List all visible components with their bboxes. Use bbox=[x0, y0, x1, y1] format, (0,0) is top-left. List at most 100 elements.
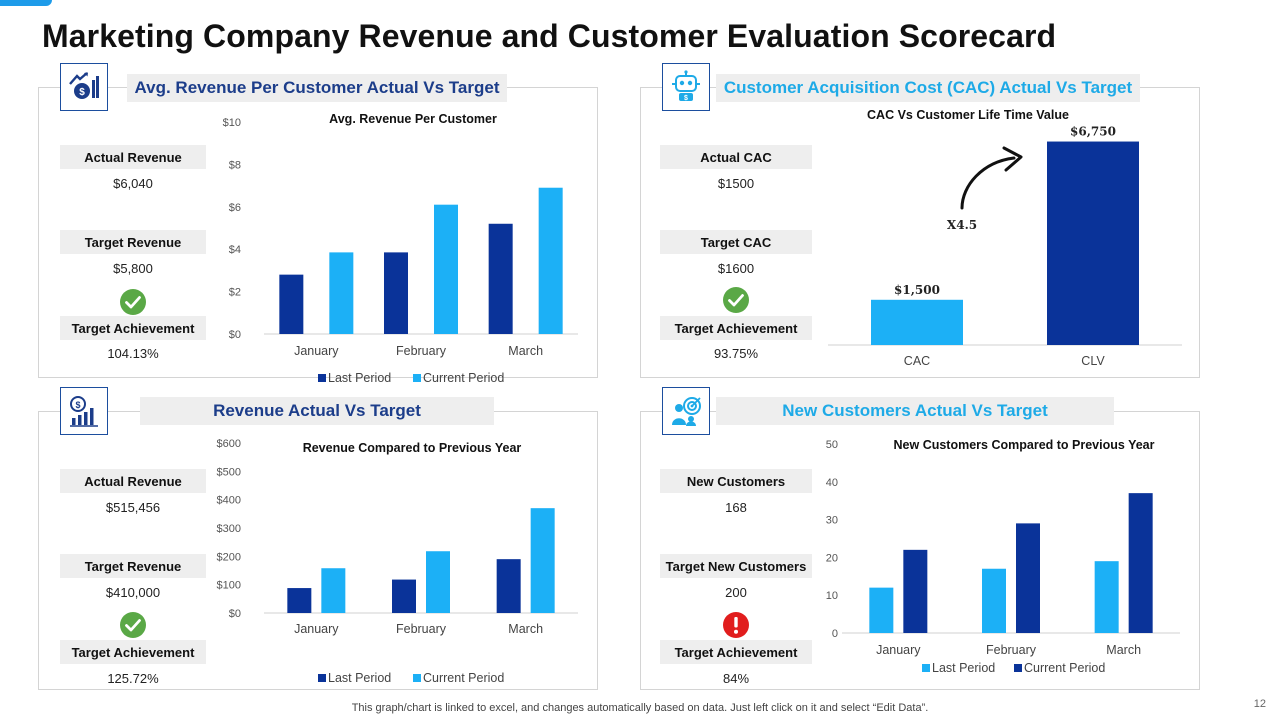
legend-swatch bbox=[318, 674, 326, 682]
y-tick-label: $400 bbox=[217, 495, 241, 507]
legend-swatch bbox=[922, 664, 930, 672]
footer-note: This graph/chart is linked to excel, and… bbox=[351, 702, 929, 714]
y-tick-label: $10 bbox=[223, 117, 241, 129]
svg-text:$: $ bbox=[75, 400, 80, 410]
cac-achievement-label: Target Achievement bbox=[660, 316, 812, 340]
bar-clv bbox=[1047, 141, 1139, 345]
revenue-chart: $0 $100 $200 $300 $400 $500 $600 Revenue Compar… bbox=[217, 438, 578, 685]
x-tick-label: January bbox=[876, 643, 921, 657]
bar-current-period bbox=[329, 252, 354, 334]
cac-target-value: $1600 bbox=[717, 261, 755, 276]
arpc-actual-value: $6,040 bbox=[113, 176, 153, 191]
cac-actual-label: Actual CAC bbox=[660, 145, 812, 169]
x-tick-label: January bbox=[294, 622, 339, 636]
x-tick-label: March bbox=[508, 344, 543, 358]
revenue-chart-icon: $ bbox=[60, 387, 108, 435]
corner-accent bbox=[0, 0, 52, 6]
bar-current-period bbox=[321, 568, 346, 613]
bar-last-period bbox=[384, 252, 408, 334]
curved-arrow-icon bbox=[960, 156, 1016, 210]
bar-current-period bbox=[530, 508, 555, 613]
newcust-target-value: 200 bbox=[725, 585, 747, 600]
bar-current-period bbox=[1128, 493, 1153, 633]
chart-title: Avg. Revenue Per Customer bbox=[329, 112, 497, 126]
bar-last-period bbox=[488, 223, 513, 334]
arpc-target-value: $5,800 bbox=[113, 261, 153, 276]
y-tick-label: $6 bbox=[229, 202, 241, 214]
revenue-achievement-value: 125.72% bbox=[107, 671, 159, 686]
y-tick-label: $300 bbox=[217, 523, 241, 535]
bar-current-period bbox=[1016, 523, 1040, 633]
y-tick-label: $0 bbox=[229, 608, 241, 620]
bar-last-period bbox=[496, 559, 521, 613]
legend-label: Last Period bbox=[932, 661, 995, 675]
chart-title: CAC Vs Customer Life Time Value bbox=[867, 108, 1069, 122]
arpc-header: Avg. Revenue Per Customer Actual Vs Targ… bbox=[127, 74, 507, 102]
legend-label: Last Period bbox=[328, 371, 391, 385]
y-tick-label: 10 bbox=[826, 590, 838, 602]
cac-actual-value: $1500 bbox=[717, 176, 755, 191]
bar-current-period bbox=[903, 549, 928, 633]
y-tick-label: 30 bbox=[826, 515, 838, 527]
cac-header: Customer Acquisition Cost (CAC) Actual V… bbox=[716, 74, 1140, 102]
chart-title: New Customers Compared to Previous Year bbox=[894, 438, 1155, 452]
legend-swatch bbox=[318, 374, 326, 382]
arpc-achievement-label: Target Achievement bbox=[60, 316, 206, 340]
bar-last-period bbox=[392, 579, 416, 613]
y-tick-label: 0 bbox=[832, 628, 838, 640]
y-tick-label: $200 bbox=[217, 551, 241, 563]
y-tick-label: $4 bbox=[229, 244, 241, 256]
arpc-target-label: Target Revenue bbox=[60, 230, 206, 254]
legend-label: Last Period bbox=[328, 671, 391, 685]
check-circle-icon bbox=[120, 612, 146, 638]
y-tick-label: $8 bbox=[229, 159, 241, 171]
bar-cac bbox=[871, 299, 963, 345]
arrow-head-icon bbox=[1002, 146, 1023, 172]
bar-current-period bbox=[538, 187, 563, 334]
bar-last-period bbox=[1094, 561, 1119, 633]
y-tick-label: 20 bbox=[826, 552, 838, 564]
revenue-achievement-label: Target Achievement bbox=[60, 640, 206, 664]
x-tick-label: February bbox=[396, 622, 447, 636]
newcust-actual-label: New Customers bbox=[660, 469, 812, 493]
arpc-chart: $0 $2 $4 $6 $8 $10 Avg. Revenue Per Customer Ja… bbox=[223, 112, 578, 385]
revenue-target-label: Target Revenue bbox=[60, 554, 206, 578]
check-circle-icon bbox=[723, 287, 749, 313]
y-tick-label: $2 bbox=[229, 287, 241, 299]
x-tick-label: CLV bbox=[1081, 354, 1105, 368]
revenue-growth-icon: $ bbox=[60, 63, 108, 111]
data-label: $1,500 bbox=[894, 283, 940, 297]
x-tick-label: February bbox=[396, 344, 447, 358]
check-circle-icon bbox=[120, 289, 146, 315]
legend-swatch bbox=[413, 374, 421, 382]
revenue-actual-value: $515,456 bbox=[105, 500, 161, 515]
x-tick-label: CAC bbox=[904, 354, 930, 368]
x-tick-label: January bbox=[294, 344, 339, 358]
svg-text:$: $ bbox=[79, 87, 85, 98]
page-title: Marketing Company Revenue and Customer E… bbox=[42, 18, 1057, 54]
robot-icon: $ bbox=[662, 63, 710, 111]
cac-target-label: Target CAC bbox=[660, 230, 812, 254]
bar-last-period bbox=[869, 587, 894, 633]
alert-circle-icon bbox=[723, 612, 749, 638]
bar-last-period bbox=[279, 274, 304, 334]
cac-achievement-value: 93.75% bbox=[713, 346, 759, 361]
revenue-target-value: $410,000 bbox=[105, 585, 161, 600]
x-tick-label: March bbox=[508, 622, 543, 636]
y-tick-label: $500 bbox=[217, 466, 241, 478]
newcust-achievement-value: 84% bbox=[722, 671, 750, 686]
y-tick-label: 50 bbox=[826, 439, 838, 451]
data-label: $6,750 bbox=[1070, 125, 1116, 139]
newcust-actual-value: 168 bbox=[725, 500, 747, 515]
newcust-header: New Customers Actual Vs Target bbox=[716, 397, 1114, 425]
x-tick-label: March bbox=[1106, 643, 1141, 657]
legend-label: Current Period bbox=[423, 371, 504, 385]
legend-label: Current Period bbox=[1024, 661, 1105, 675]
legend-swatch bbox=[413, 674, 421, 682]
newcust-target-label: Target New Customers bbox=[660, 554, 812, 578]
chart-title: Revenue Compared to Previous Year bbox=[303, 441, 522, 455]
customer-target-icon bbox=[662, 387, 710, 435]
newcust-achievement-label: Target Achievement bbox=[660, 640, 812, 664]
x-tick-label: February bbox=[986, 643, 1037, 657]
bar-current-period bbox=[434, 204, 458, 334]
